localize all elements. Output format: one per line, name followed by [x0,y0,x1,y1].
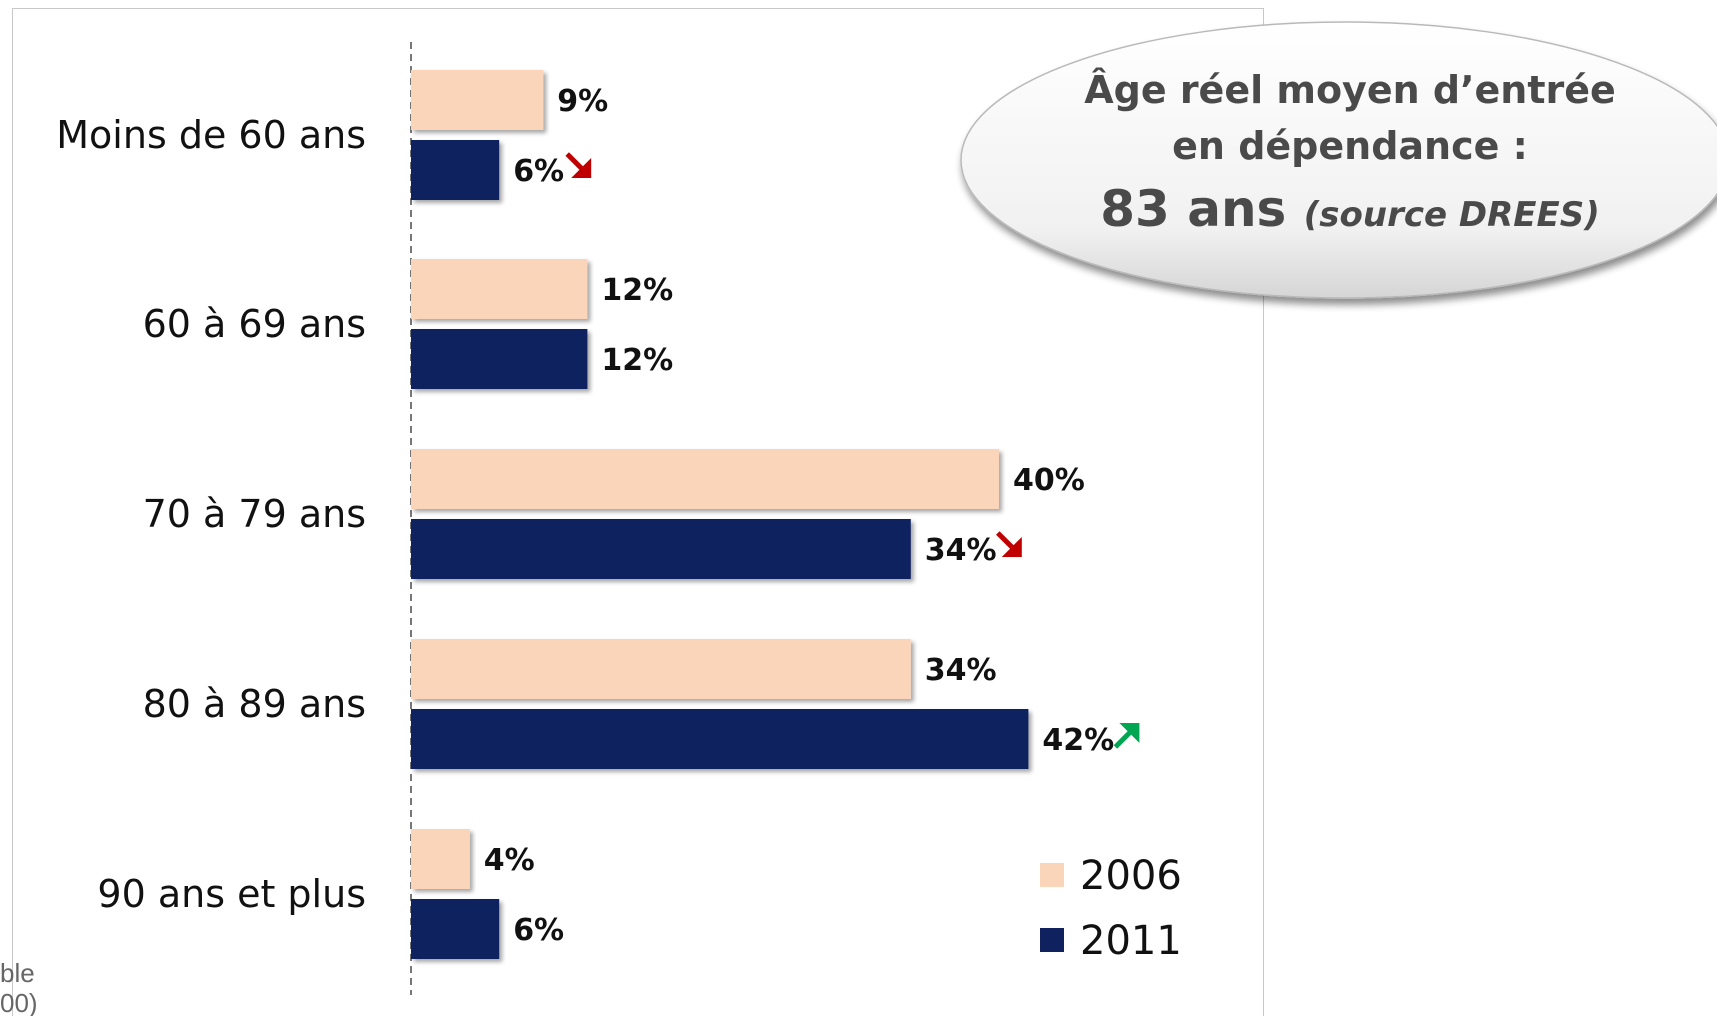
callout-bubble [960,21,1717,299]
data-label: 12% [601,343,673,378]
category-label: 90 ans et plus [97,872,366,916]
bar-2011 [411,899,500,959]
callout-source: (source DREES) [1303,195,1600,235]
arrow-down-right-icon [996,531,1022,557]
bar-2006 [411,259,588,319]
data-label: 9% [557,84,608,119]
legend-label: 2011 [1080,918,1182,964]
category-label: 70 à 79 ans [143,492,366,536]
bars-group [411,70,1029,959]
category-labels: Moins de 60 ans 60 à 69 ans 70 à 79 ans 80 … [56,113,366,916]
callout-value: 83 ans [1100,180,1287,238]
bar-2006 [411,70,544,130]
legend-swatch [1040,863,1064,887]
arrow-up-right-icon [1113,723,1140,749]
data-label: 42% [1042,723,1114,758]
callout-text: Âge réel moyen d’entrée en dépendance : … [1000,62,1700,250]
trend-arrows [565,152,1140,749]
callout-line-1: Âge réel moyen d’entrée [1084,68,1616,112]
legend: 2006 2011 [1040,853,1182,964]
category-label: 60 à 69 ans [143,302,366,346]
bar-2011 [411,709,1029,769]
bar-2011 [411,519,911,579]
bar-2006 [411,829,470,889]
callout-line-2: en dépendance : [1172,124,1528,168]
bar-2006 [411,449,999,509]
chart-frame [12,8,1264,1016]
cropped-footnote: ble 00) [0,958,38,1016]
legend-label: 2006 [1080,853,1182,899]
value-labels: 9% 6% 12% 12% 40% 34% 34% 42% 4% 6% [484,84,1114,948]
cropped-text-line-1: ble [0,958,35,988]
data-label: 12% [601,273,673,308]
data-label: 6% [513,913,564,948]
arrow-down-right-icon [565,152,592,178]
legend-swatch [1040,928,1064,952]
data-label: 34% [925,533,997,568]
bar-2011 [411,140,500,200]
bar-2006 [411,639,911,699]
callout-value-line: 83 ans (source DREES) [1000,174,1700,250]
data-label: 34% [925,653,997,688]
category-label: Moins de 60 ans [56,113,366,157]
data-label: 6% [513,154,564,189]
callout-ellipse [960,21,1717,299]
data-label: 40% [1013,463,1085,498]
cropped-text-line-2: 00) [0,988,38,1016]
data-label: 4% [484,843,535,878]
category-label: 80 à 89 ans [143,682,366,726]
bar-2011 [411,329,588,389]
